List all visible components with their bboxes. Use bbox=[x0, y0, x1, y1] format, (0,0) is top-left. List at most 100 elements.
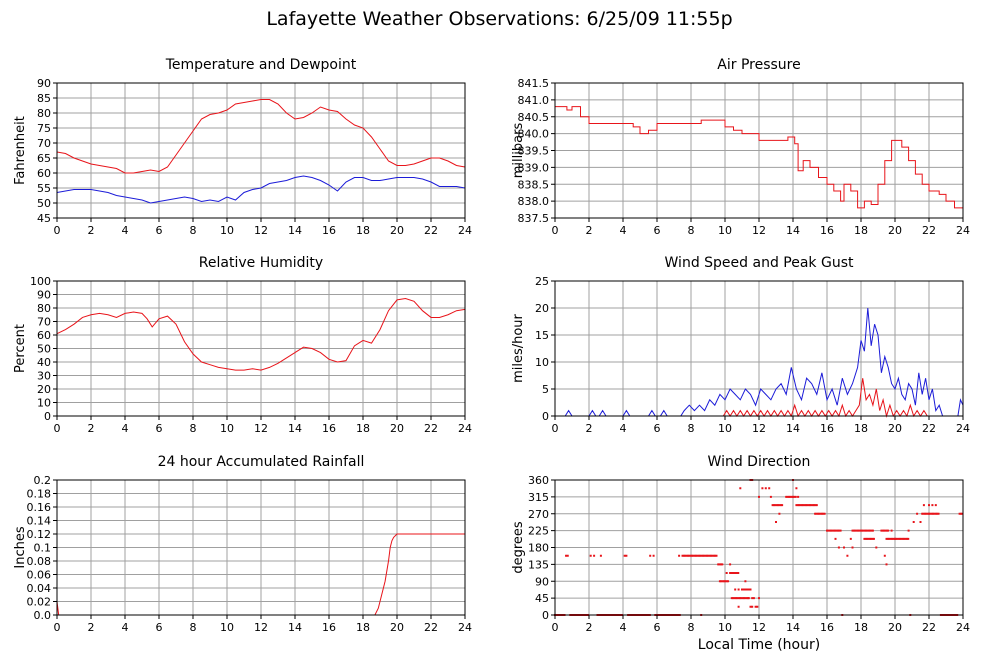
x-tick-label: 4 bbox=[122, 621, 129, 634]
direction-point bbox=[589, 554, 592, 557]
direction-point bbox=[836, 529, 839, 532]
chart-rainfall: 0 2 4 6 8 10 12 14 16 18 20 22 240.00.020.040.060.08… bbox=[13, 454, 472, 634]
direction-point bbox=[814, 504, 817, 507]
direction-point bbox=[834, 529, 837, 532]
y-tick-label: 30 bbox=[37, 370, 51, 383]
direction-point bbox=[749, 605, 752, 608]
chart-humidity: 0 2 4 6 8 10 12 14 16 18 20 22 240102030405060708090… bbox=[13, 255, 472, 435]
x-tick-label: 22 bbox=[922, 422, 936, 435]
y-axis-label: Fahrenheit bbox=[13, 116, 28, 185]
y-tick-label: 70 bbox=[37, 316, 51, 329]
direction-point bbox=[739, 487, 742, 490]
direction-point bbox=[747, 588, 750, 591]
direction-point bbox=[718, 580, 721, 583]
direction-point bbox=[889, 537, 892, 540]
direction-point bbox=[681, 554, 684, 557]
direction-point bbox=[742, 588, 745, 591]
x-tick-label: 18 bbox=[356, 422, 370, 435]
direction-point bbox=[866, 537, 869, 540]
x-tick-label: 2 bbox=[586, 621, 593, 634]
direction-point bbox=[714, 554, 717, 557]
direction-point bbox=[931, 504, 934, 507]
direction-point bbox=[881, 529, 884, 532]
x-tick-label: 20 bbox=[888, 422, 902, 435]
y-tick-label: 90 bbox=[535, 575, 549, 588]
direction-point bbox=[730, 572, 733, 574]
direction-point bbox=[734, 588, 737, 591]
direction-point bbox=[699, 554, 702, 557]
y-tick-label: 20 bbox=[535, 302, 549, 315]
x-tick-label: 20 bbox=[390, 621, 404, 634]
chart-title: 24 hour Accumulated Rainfall bbox=[158, 454, 365, 470]
direction-point bbox=[811, 504, 814, 507]
direction-point bbox=[929, 512, 932, 515]
direction-point bbox=[732, 597, 735, 600]
x-tick-label: 16 bbox=[820, 422, 834, 435]
x-tick-label: 18 bbox=[854, 621, 868, 634]
direction-point bbox=[744, 597, 747, 600]
y-axis-label: degrees bbox=[511, 521, 526, 574]
direction-point bbox=[737, 597, 740, 600]
direction-point bbox=[921, 512, 924, 515]
direction-point bbox=[859, 529, 862, 532]
x-tick-label: 8 bbox=[688, 224, 695, 237]
direction-point bbox=[771, 504, 774, 507]
direction-point bbox=[719, 563, 722, 566]
direction-point bbox=[814, 512, 817, 515]
x-tick-label: 12 bbox=[254, 422, 268, 435]
direction-point bbox=[904, 537, 907, 540]
direction-point bbox=[652, 554, 655, 557]
chart-wind-direction: 0 2 4 6 8 10 12 14 16 18 20 22 240459013518022527031… bbox=[511, 454, 970, 653]
direction-point bbox=[930, 512, 933, 515]
y-tick-label: 60 bbox=[37, 167, 51, 180]
direction-point bbox=[741, 588, 743, 591]
direction-point bbox=[566, 554, 569, 557]
direction-point bbox=[696, 554, 699, 557]
direction-point bbox=[734, 597, 737, 600]
x-tick-label: 12 bbox=[752, 621, 766, 634]
direction-point bbox=[686, 554, 689, 557]
direction-point bbox=[715, 554, 718, 557]
direction-point bbox=[752, 597, 755, 600]
direction-point bbox=[785, 495, 788, 498]
direction-point bbox=[565, 554, 568, 557]
x-tick-label: 18 bbox=[854, 422, 868, 435]
y-tick-label: 0.12 bbox=[27, 528, 52, 541]
x-tick-label: 14 bbox=[786, 224, 800, 237]
direction-point bbox=[828, 529, 831, 532]
direction-point bbox=[751, 605, 754, 608]
direction-point bbox=[883, 554, 886, 557]
direction-point bbox=[708, 554, 711, 557]
x-tick-label: 2 bbox=[88, 621, 95, 634]
direction-point bbox=[802, 504, 805, 507]
direction-point bbox=[875, 546, 878, 549]
x-tick-label: 16 bbox=[820, 224, 834, 237]
x-tick-label: 20 bbox=[888, 621, 902, 634]
series-line-blue bbox=[56, 175, 466, 204]
direction-point bbox=[800, 504, 803, 507]
x-tick-label: 2 bbox=[586, 422, 593, 435]
direction-point bbox=[623, 554, 626, 557]
direction-point bbox=[724, 580, 727, 583]
direction-point bbox=[871, 537, 874, 540]
x-tick-label: 24 bbox=[956, 621, 970, 634]
direction-point bbox=[772, 504, 775, 507]
direction-point bbox=[863, 529, 866, 532]
y-tick-label: 0.04 bbox=[27, 582, 52, 595]
direction-point bbox=[903, 537, 906, 540]
y-tick-label: 75 bbox=[37, 122, 51, 135]
direction-point bbox=[912, 521, 915, 523]
direction-point bbox=[707, 554, 710, 557]
x-tick-label: 2 bbox=[586, 224, 593, 237]
y-tick-label: 270 bbox=[528, 508, 549, 521]
y-tick-label: 80 bbox=[37, 302, 51, 315]
direction-point bbox=[885, 537, 888, 540]
direction-point bbox=[897, 537, 900, 540]
x-tick-label: 6 bbox=[156, 224, 163, 237]
direction-point bbox=[886, 537, 889, 540]
y-tick-label: 840.5 bbox=[518, 111, 550, 124]
direction-point bbox=[599, 554, 602, 557]
y-tick-label: 0 bbox=[542, 609, 549, 622]
direction-point bbox=[835, 529, 838, 532]
